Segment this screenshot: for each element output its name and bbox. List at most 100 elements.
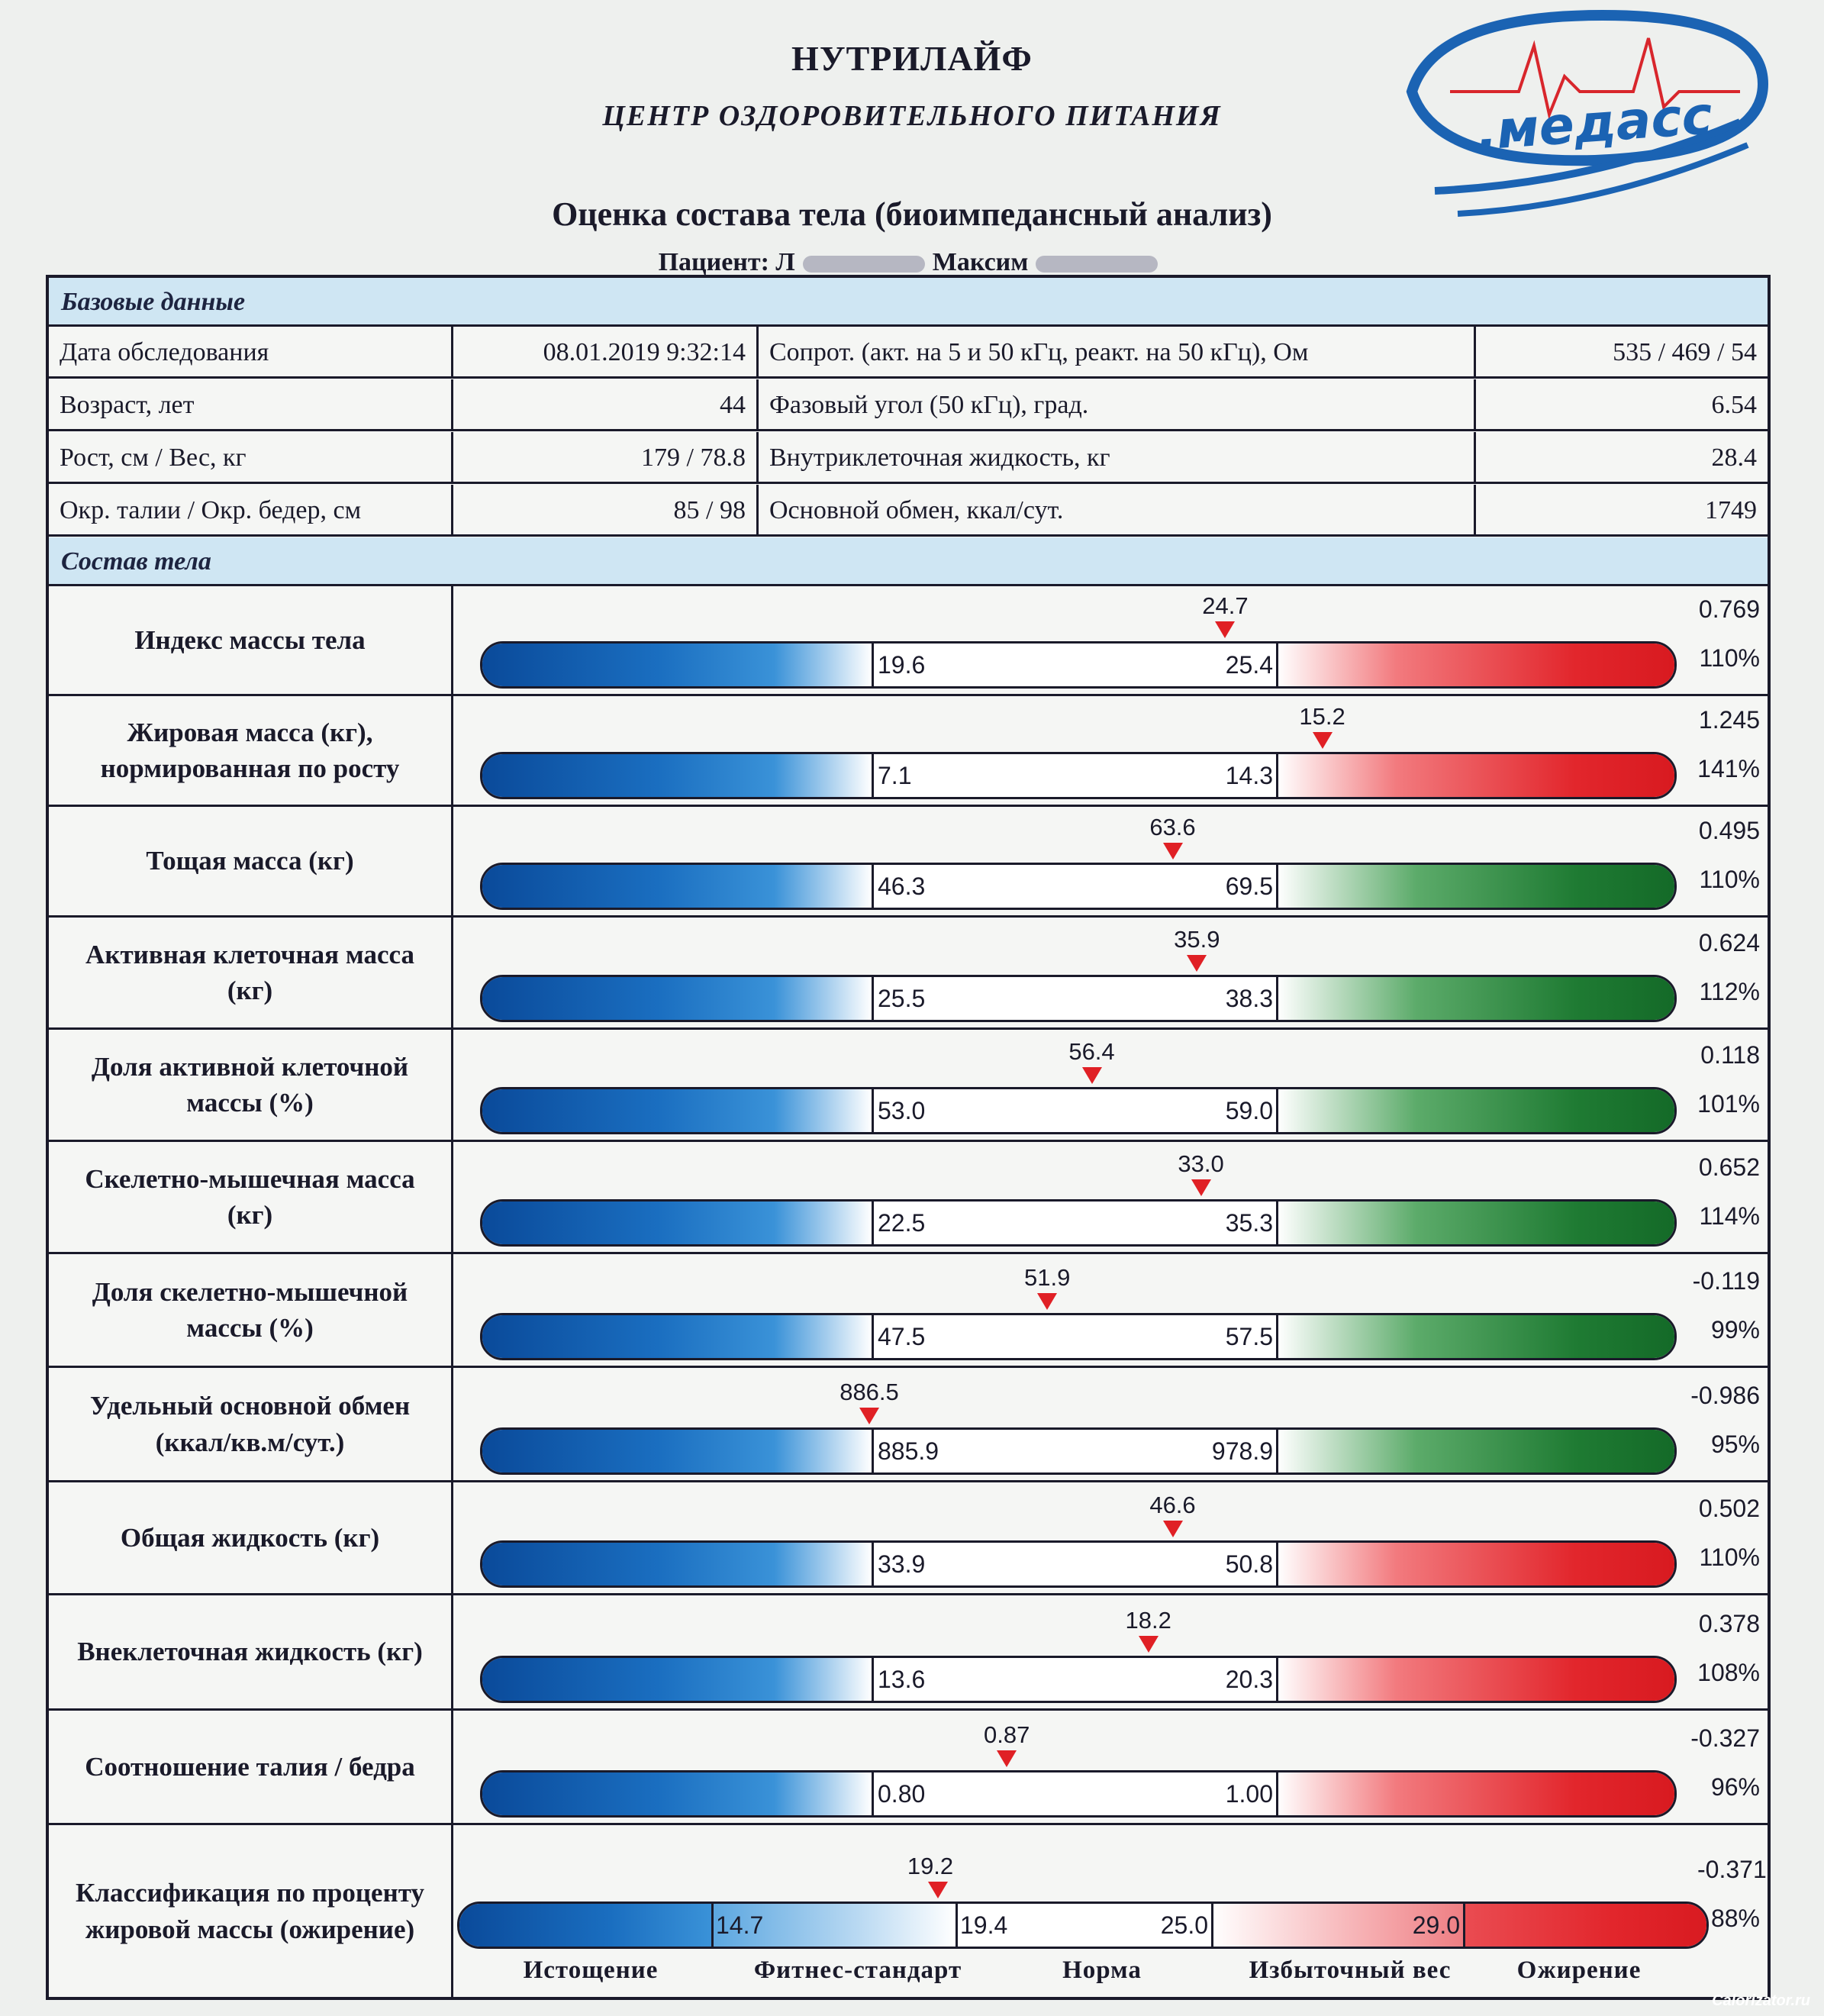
patient-label: Пациент: Л — [658, 248, 795, 276]
range-bar: 33.9 50.8 — [480, 1540, 1677, 1588]
class-percent: 88% — [1710, 1905, 1760, 1932]
norm-bound-tick — [1276, 1315, 1278, 1358]
percent-of-norm: 95% — [1710, 1431, 1760, 1458]
value-marker-icon — [1187, 955, 1207, 972]
above-norm-segment — [1278, 1315, 1674, 1358]
composition-row: Общая жидкость (кг) 33.9 50.8 46.6 0.502 110% — [49, 1482, 1768, 1595]
base-value: 179 / 78.8 — [453, 432, 759, 482]
composition-row: Скелетно-мышечная масса (кг) 22.5 35.3 33.0… — [49, 1142, 1768, 1254]
class-threshold-value: 19.4 — [960, 1911, 1008, 1939]
below-norm-segment — [482, 1315, 872, 1358]
norm-high-value: 59.0 — [1225, 1097, 1273, 1124]
parameter-label: Жировая масса (кг), нормированная по рос… — [49, 696, 453, 805]
above-norm-segment — [1278, 1772, 1674, 1815]
overweight-segment — [1211, 1904, 1463, 1947]
composition-row: Индекс массы тела 19.6 25.4 24.7 0.769 110% — [49, 586, 1768, 696]
value-marker-icon — [1037, 1293, 1058, 1310]
base-row: Дата обследования 08.01.2019 9:32:14 Сопро… — [49, 327, 1768, 379]
norm-low-value: 47.5 — [878, 1323, 926, 1350]
norm-low-value: 25.5 — [878, 985, 926, 1012]
percent-of-norm: 114% — [1699, 1202, 1760, 1230]
obesity-segment — [1463, 1904, 1706, 1947]
class-threshold-tick — [1211, 1904, 1213, 1947]
range-bar: 47.5 57.5 — [480, 1313, 1677, 1360]
classification-bar: 14.7 19.4 25.0 29.0 — [457, 1901, 1709, 1949]
range-bar: 53.0 59.0 — [480, 1087, 1677, 1134]
norm-bound-tick — [1276, 1543, 1278, 1585]
base-row: Возраст, лет 44 Фазовый угол (50 кГц), гра… — [49, 379, 1768, 431]
deviation-score: 0.378 — [1698, 1610, 1760, 1637]
above-norm-segment — [1278, 1543, 1674, 1585]
norm-high-value: 25.4 — [1225, 651, 1273, 679]
norm-high-value: 50.8 — [1225, 1550, 1273, 1578]
class-threshold-tick — [1463, 1904, 1465, 1947]
fitness-segment — [711, 1904, 956, 1947]
below-norm-segment — [482, 977, 872, 1020]
base-label-2: Сопрот. (акт. на 5 и 50 кГц, реакт. на 5… — [759, 327, 1476, 376]
percent-of-norm: 110% — [1699, 1543, 1760, 1571]
norm-bound-tick — [872, 1658, 874, 1701]
measured-value: 46.6 — [1149, 1492, 1196, 1518]
norm-bound-tick — [872, 1772, 874, 1815]
value-marker-icon — [1162, 1521, 1183, 1537]
norm-low-value: 0.80 — [878, 1780, 926, 1808]
base-value: 85 / 98 — [453, 485, 759, 534]
measured-value: 33.0 — [1178, 1150, 1224, 1177]
above-norm-segment — [1278, 977, 1674, 1020]
norm-low-value: 13.6 — [878, 1666, 926, 1693]
percent-of-norm: 110% — [1699, 866, 1760, 893]
class-threshold-value: 14.7 — [716, 1911, 764, 1939]
exhaustion-segment — [459, 1904, 711, 1947]
class-measured-value: 19.2 — [907, 1853, 954, 1879]
value-marker-icon — [1081, 1067, 1102, 1084]
deviation-score: -0.327 — [1690, 1724, 1760, 1752]
norm-bound-tick — [872, 1315, 874, 1358]
base-label-2: Фазовый угол (50 кГц), град. — [759, 379, 1476, 429]
measured-value: 56.4 — [1068, 1038, 1115, 1065]
below-norm-segment — [482, 1543, 872, 1585]
range-bar: 885.9 978.9 — [480, 1427, 1677, 1475]
deviation-score: 0.652 — [1698, 1153, 1760, 1181]
measured-value: 24.7 — [1202, 592, 1249, 619]
percent-of-norm: 108% — [1697, 1659, 1760, 1686]
deviation-score: -0.986 — [1690, 1382, 1760, 1409]
norm-bound-tick — [1276, 1202, 1278, 1244]
range-bar: 46.3 69.5 — [480, 863, 1677, 910]
composition-row: Жировая масса (кг), нормированная по рос… — [49, 696, 1768, 807]
norm-bound-tick — [1276, 644, 1278, 686]
watermark: Calorizator.ru — [1712, 1992, 1810, 2009]
class-category-label: Избыточный вес — [1249, 1956, 1452, 1984]
norm-bound-tick — [1276, 1089, 1278, 1132]
class-threshold-tick — [711, 1904, 714, 1947]
below-norm-segment — [482, 644, 872, 686]
patient-name: Максим — [932, 248, 1029, 276]
norm-high-value: 38.3 — [1225, 985, 1273, 1012]
base-value: 44 — [453, 379, 759, 429]
deviation-score: 1.245 — [1698, 706, 1760, 734]
class-threshold-value: 25.0 — [1160, 1911, 1208, 1939]
range-bar: 19.6 25.4 — [480, 641, 1677, 689]
norm-high-value: 20.3 — [1225, 1666, 1273, 1693]
base-row: Рост, см / Вес, кг 179 / 78.8 Внутриклеточ… — [49, 432, 1768, 484]
norm-low-value: 33.9 — [878, 1550, 926, 1578]
class-threshold-value: 29.0 — [1412, 1911, 1460, 1939]
percent-of-norm: 110% — [1699, 644, 1760, 672]
norm-high-value: 1.00 — [1225, 1780, 1273, 1808]
norm-low-value: 19.6 — [878, 651, 926, 679]
norm-bound-tick — [872, 754, 874, 797]
composition-row: Тощая масса (кг) 46.3 69.5 63.6 0.495 110% — [49, 807, 1768, 918]
norm-low-value: 7.1 — [878, 762, 912, 789]
report-table: Базовые данные Дата обследования 08.01.20… — [46, 275, 1771, 2000]
base-value-2: 1749 — [1705, 496, 1757, 524]
norm-bound-tick — [1276, 977, 1278, 1020]
range-bar: 22.5 35.3 — [480, 1199, 1677, 1247]
norm-bound-tick — [1276, 754, 1278, 797]
norm-bound-tick — [872, 1202, 874, 1244]
below-norm-segment — [482, 1089, 872, 1132]
above-norm-segment — [1278, 1202, 1674, 1244]
below-norm-segment — [482, 1202, 872, 1244]
base-row: Окр. талии / Окр. бедер, см 85 / 98 Основн… — [49, 485, 1768, 537]
parameter-label: Общая жидкость (кг) — [49, 1482, 453, 1593]
composition-row: Доля скелетно-мышечной массы (%) 47.5 57.5… — [49, 1254, 1768, 1368]
parameter-label: Индекс массы тела — [49, 586, 453, 694]
